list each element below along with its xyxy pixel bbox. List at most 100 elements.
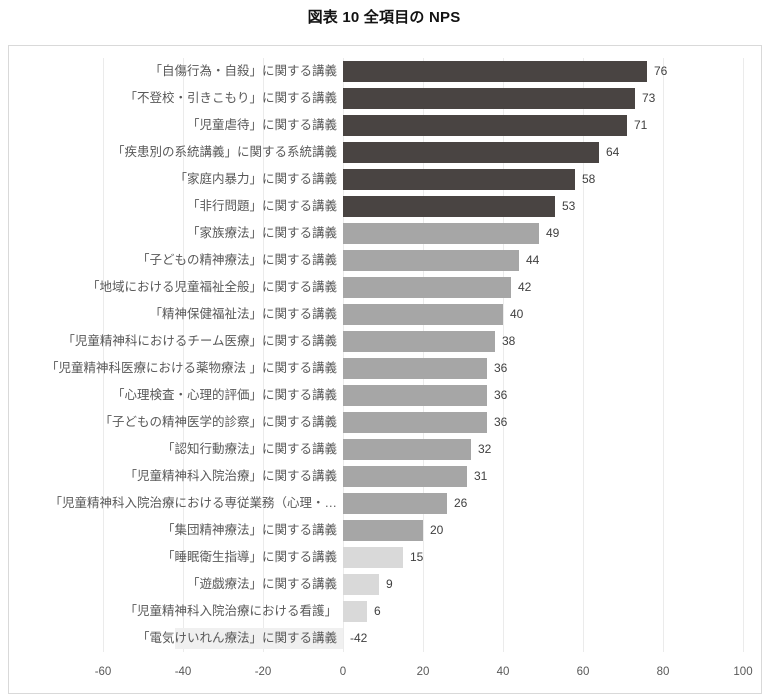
category-label: 「非行問題」に関する講義 — [186, 199, 337, 213]
value-label: 73 — [642, 91, 656, 105]
x-tick-label: 0 — [339, 666, 347, 678]
value-label: 20 — [430, 523, 444, 537]
plot-area: 「自傷行為・自殺」に関する講義 76 「不登校・引きこもり」に関する講義 73 「児童虐… — [46, 58, 744, 652]
bar-row: 「地域における児童福祉全般」に関する講義 42 — [87, 274, 743, 301]
category-label: 「遊戯療法」に関する講義 — [186, 577, 337, 591]
category-label: 「児童精神科におけるチーム医療」に関する講義 — [62, 334, 337, 348]
chart-plot-border: 「自傷行為・自殺」に関する講義 76 「不登校・引きこもり」に関する講義 73 「児童虐… — [8, 45, 762, 694]
bar — [343, 385, 487, 406]
category-label: 「集団精神療法」に関する講義 — [161, 523, 337, 537]
bar-row: 「子どもの精神医学的診察」に関する講義 36 — [99, 409, 743, 436]
x-axis: -60 -40 -20 0 20 40 60 80 100 — [95, 666, 753, 686]
value-label: 32 — [478, 442, 492, 456]
bar — [343, 331, 495, 352]
value-label: 40 — [510, 307, 524, 321]
bar — [343, 250, 519, 271]
category-label: 「子どもの精神医学的診察」に関する講義 — [99, 415, 337, 429]
value-label: 53 — [562, 199, 576, 213]
chart-title: 図表 10 全項目の NPS — [307, 9, 461, 26]
bar-row: 「非行問題」に関する講義 53 — [103, 193, 743, 220]
bar-row: 「子どもの精神療法」に関する講義 44 — [103, 247, 743, 274]
value-label: -42 — [350, 631, 368, 645]
bar — [343, 439, 471, 460]
bar — [343, 169, 575, 190]
category-label: 「自傷行為・自殺」に関する講義 — [149, 64, 337, 78]
value-label: 71 — [634, 118, 648, 132]
value-label: 64 — [606, 145, 620, 159]
bar-row: 「認知行動療法」に関する講義 32 — [103, 436, 743, 463]
value-label: 36 — [494, 361, 508, 375]
gridline-0 — [343, 58, 344, 652]
gridline-60 — [583, 58, 584, 652]
bar — [343, 142, 599, 163]
x-tick-label: 40 — [496, 666, 510, 678]
bar-row: 「自傷行為・自殺」に関する講義 76 — [103, 58, 743, 85]
gridline--60 — [103, 58, 104, 652]
gridline--20 — [263, 58, 264, 652]
value-label: 36 — [494, 415, 508, 429]
category-label: 「心理検査・心理的評価」に関する講義 — [111, 388, 337, 402]
bar — [343, 601, 367, 622]
bar — [343, 547, 403, 568]
value-label: 42 — [518, 280, 532, 294]
value-label: 58 — [582, 172, 596, 186]
x-tick-label: 20 — [416, 666, 430, 678]
x-tick-label: -40 — [174, 666, 192, 678]
value-label: 15 — [410, 550, 424, 564]
bar-row: 「精神保健福祉法」に関する講義 40 — [103, 301, 743, 328]
category-label: 「家庭内暴力」に関する講義 — [174, 172, 337, 186]
category-label: 「子どもの精神療法」に関する講義 — [136, 253, 337, 267]
bar-row: 「疾患別の系統講義」に関する系統講義 64 — [103, 139, 743, 166]
value-label: 26 — [454, 496, 468, 510]
category-label: 「精神保健福祉法」に関する講義 — [149, 307, 337, 321]
value-label: 9 — [386, 577, 393, 591]
bar — [343, 277, 511, 298]
category-label: 「児童精神科入院治療における看護」 — [124, 604, 337, 618]
value-label: 49 — [546, 226, 560, 240]
value-label: 76 — [654, 64, 668, 78]
bar — [343, 88, 635, 109]
gridline-100 — [743, 58, 744, 652]
category-label: 「児童精神科医療における薬物療法 」に関する講義 — [46, 361, 337, 375]
category-label: 「児童精神科入院治療」に関する講義 — [124, 469, 337, 483]
category-label: 「電気けいれん療法」に関する講義 — [136, 631, 337, 645]
gridline-40 — [503, 58, 504, 652]
x-tick-label: -20 — [254, 666, 272, 678]
bar-row: 「心理検査・心理的評価」に関する講義 36 — [103, 382, 743, 409]
x-tick-label: 80 — [656, 666, 670, 678]
gridline--40 — [183, 58, 184, 652]
gridline-20 — [423, 58, 424, 652]
bar-row: 「電気けいれん療法」に関する講義 -42 — [103, 625, 743, 652]
category-label: 「認知行動療法」に関する講義 — [161, 442, 337, 456]
bar — [343, 61, 647, 82]
bar — [343, 574, 379, 595]
bar-row: 「家族療法」に関する講義 49 — [103, 220, 743, 247]
value-label: 38 — [502, 334, 516, 348]
bar-row: 「集団精神療法」に関する講義 20 — [103, 517, 743, 544]
bar — [343, 412, 487, 433]
value-label: 6 — [374, 604, 381, 618]
bar — [343, 115, 627, 136]
category-label: 「児童精神科入院治療における専従業務（心理・… — [49, 496, 337, 510]
category-label: 「地域における児童福祉全般」に関する講義 — [86, 280, 337, 294]
value-label: 44 — [526, 253, 540, 267]
bar-row: 「児童精神科入院治療における看護」 6 — [103, 598, 743, 625]
gridline-80 — [663, 58, 664, 652]
category-label: 「不登校・引きこもり」に関する講義 — [124, 91, 337, 105]
bar — [343, 223, 539, 244]
bar — [343, 466, 467, 487]
bar-row: 「不登校・引きこもり」に関する講義 73 — [103, 85, 743, 112]
category-label: 「疾患別の系統講義」に関する系統講義 — [111, 145, 337, 159]
bar-row: 「児童精神科におけるチーム医療」に関する講義 38 — [62, 328, 743, 355]
bar-row: 「児童精神科入院治療における専従業務（心理・… 26 — [49, 490, 743, 517]
bar — [343, 358, 487, 379]
category-label: 「睡眠衛生指導」に関する講義 — [161, 550, 337, 564]
x-tick-label: 100 — [733, 666, 753, 678]
bar — [343, 493, 447, 514]
bar-row: 「睡眠衛生指導」に関する講義 15 — [103, 544, 743, 571]
category-label: 「家族療法」に関する講義 — [186, 226, 337, 240]
category-label: 「児童虐待」に関する講義 — [186, 118, 337, 132]
x-tick-label: 60 — [576, 666, 590, 678]
bar-row: 「家庭内暴力」に関する講義 58 — [103, 166, 743, 193]
x-tick-label: -60 — [94, 666, 112, 678]
